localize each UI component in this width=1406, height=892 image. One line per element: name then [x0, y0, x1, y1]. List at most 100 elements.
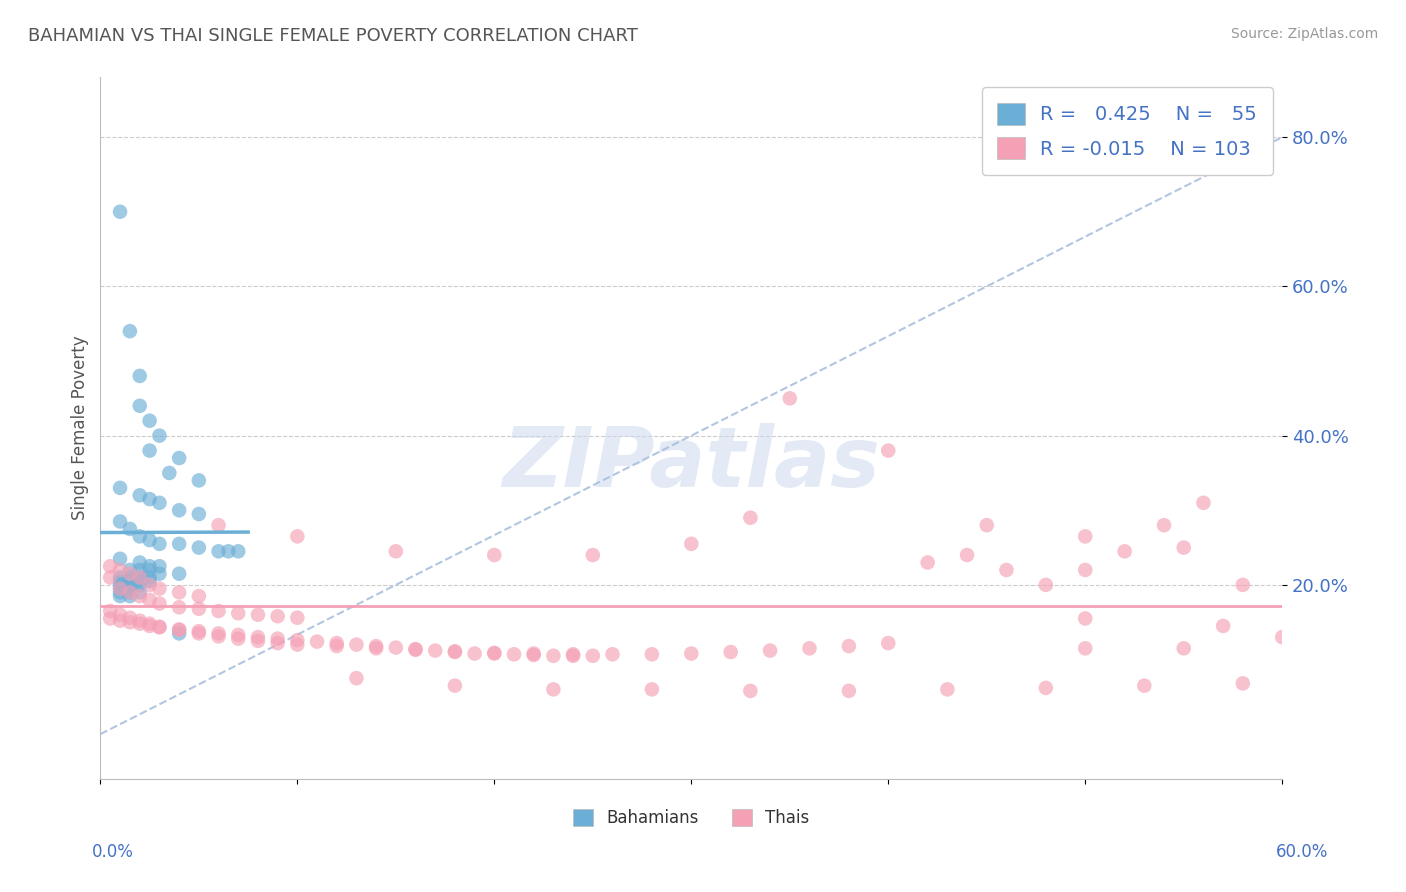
Point: [108, 589, 131, 603]
Point: [167, 537, 190, 551]
Point: [128, 556, 150, 570]
Point: [1192, 496, 1215, 510]
Point: [976, 518, 998, 533]
Point: [128, 585, 150, 599]
Point: [138, 616, 160, 631]
Point: [425, 643, 447, 657]
Point: [346, 638, 368, 652]
Point: [118, 574, 141, 589]
Point: [1035, 681, 1057, 695]
Point: [128, 488, 150, 502]
Point: [246, 633, 269, 648]
Point: [995, 563, 1018, 577]
Point: [138, 559, 160, 574]
Point: [444, 679, 467, 693]
Point: [167, 450, 190, 465]
Point: [641, 648, 664, 662]
Point: [877, 636, 900, 650]
Point: [285, 529, 308, 543]
Point: [128, 574, 150, 589]
Point: [148, 620, 170, 634]
Point: [187, 626, 209, 640]
Point: [138, 533, 160, 548]
Point: [1173, 641, 1195, 656]
Point: [1271, 630, 1294, 644]
Point: [681, 537, 703, 551]
Point: [877, 443, 900, 458]
Point: [1114, 544, 1136, 558]
Point: [118, 578, 141, 592]
Point: [325, 639, 347, 653]
Point: [108, 574, 131, 589]
Point: [118, 324, 141, 338]
Point: [266, 609, 288, 624]
Text: Source: ZipAtlas.com: Source: ZipAtlas.com: [1230, 27, 1378, 41]
Point: [523, 648, 546, 662]
Point: [246, 607, 269, 622]
Point: [385, 544, 408, 558]
Point: [118, 566, 141, 581]
Point: [207, 604, 229, 618]
Point: [503, 648, 526, 662]
Point: [128, 616, 150, 631]
Point: [1173, 541, 1195, 555]
Point: [1153, 518, 1175, 533]
Point: [118, 615, 141, 630]
Point: [226, 606, 249, 620]
Point: [108, 563, 131, 577]
Point: [118, 611, 141, 625]
Point: [285, 638, 308, 652]
Point: [187, 601, 209, 615]
Point: [157, 466, 180, 480]
Point: [108, 578, 131, 592]
Point: [167, 626, 190, 640]
Point: [444, 644, 467, 658]
Point: [187, 541, 209, 555]
Point: [108, 614, 131, 628]
Point: [138, 414, 160, 428]
Text: ZIPatlas: ZIPatlas: [502, 423, 880, 504]
Point: [187, 474, 209, 488]
Point: [1133, 679, 1156, 693]
Point: [562, 648, 585, 662]
Point: [118, 589, 141, 603]
Point: [484, 548, 506, 562]
Point: [128, 399, 150, 413]
Point: [1074, 611, 1097, 625]
Point: [128, 570, 150, 584]
Point: [1035, 578, 1057, 592]
Point: [108, 607, 131, 622]
Point: [226, 632, 249, 646]
Point: [138, 592, 160, 607]
Point: [759, 643, 782, 657]
Point: [444, 645, 467, 659]
Point: [641, 682, 664, 697]
Point: [779, 392, 801, 406]
Point: [148, 620, 170, 634]
Point: [285, 633, 308, 648]
Point: [207, 629, 229, 643]
Point: [207, 544, 229, 558]
Point: [366, 639, 388, 653]
Point: [148, 566, 170, 581]
Point: [118, 522, 141, 536]
Point: [167, 600, 190, 615]
Y-axis label: Single Female Poverty: Single Female Poverty: [72, 336, 89, 521]
Point: [108, 582, 131, 596]
Point: [838, 639, 860, 653]
Point: [148, 496, 170, 510]
Point: [464, 647, 486, 661]
Point: [305, 634, 328, 648]
Legend: Bahamians, Thais: Bahamians, Thais: [567, 802, 817, 834]
Point: [167, 585, 190, 599]
Point: [484, 647, 506, 661]
Point: [128, 563, 150, 577]
Point: [118, 582, 141, 596]
Point: [1074, 641, 1097, 656]
Point: [543, 682, 565, 697]
Point: [405, 642, 427, 657]
Point: [523, 647, 546, 661]
Point: [1232, 676, 1254, 690]
Point: [128, 529, 150, 543]
Point: [187, 624, 209, 639]
